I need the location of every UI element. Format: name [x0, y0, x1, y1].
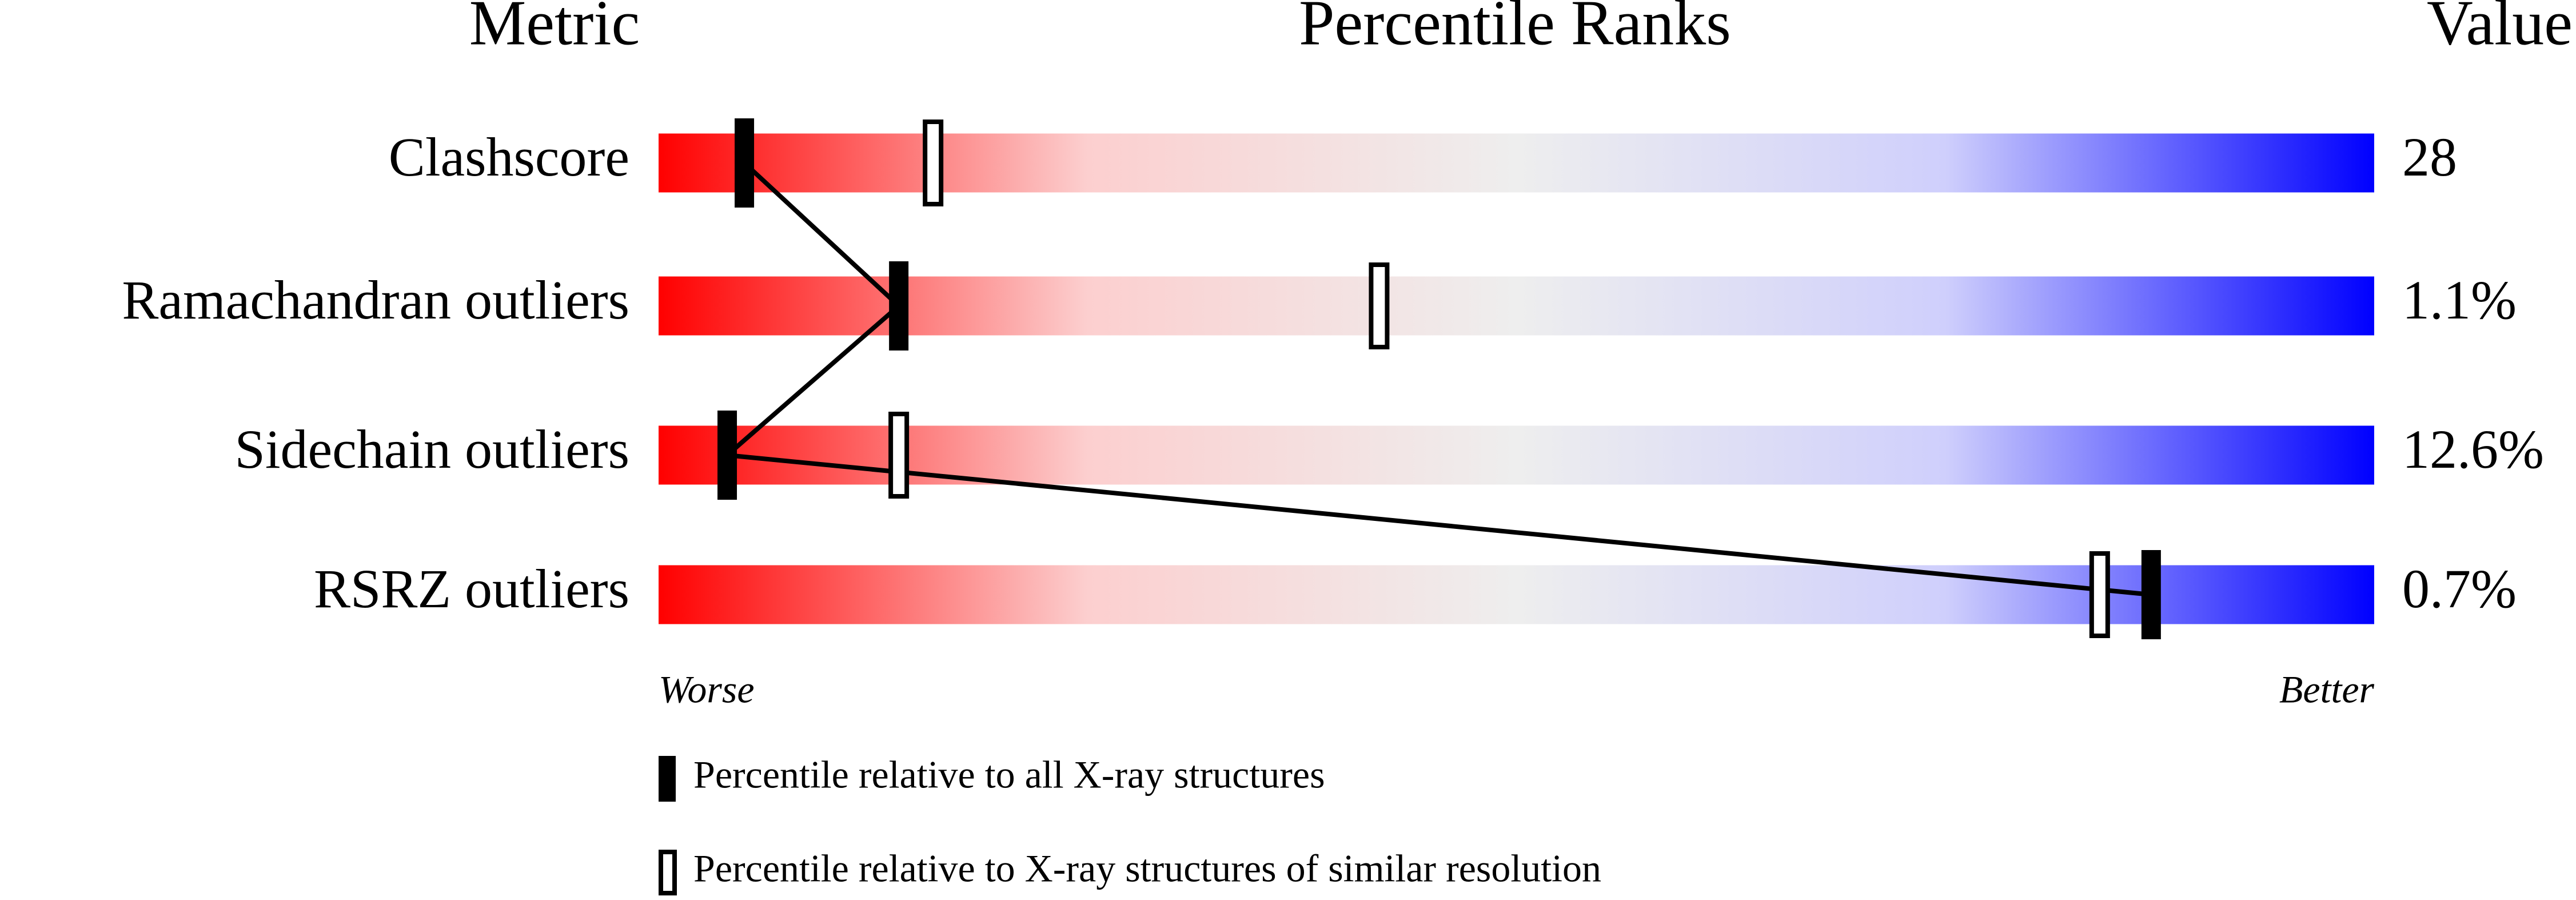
- metric-value: 0.7%: [2402, 558, 2517, 619]
- connector-line: [721, 161, 2152, 597]
- better-label: Better: [2279, 668, 2375, 711]
- percentile-marker: [2141, 550, 2161, 639]
- rank-bar: [659, 565, 2374, 624]
- percentile-header: Percentile Ranks: [1299, 0, 1731, 59]
- metric-label: Sidechain outliers: [234, 419, 629, 480]
- metric-label: Clashscore: [389, 126, 629, 188]
- percentile-marker-open: [1369, 262, 1390, 349]
- metric-header: Metric: [469, 0, 640, 59]
- legend-swatch: [659, 850, 677, 895]
- legend-label: Percentile relative to all X-ray structu…: [693, 753, 1325, 797]
- percentile-marker-open: [923, 120, 944, 206]
- worse-label: Worse: [659, 668, 755, 711]
- legend-swatch: [659, 756, 676, 802]
- percentile-marker-open: [2089, 551, 2110, 638]
- legend-label: Percentile relative to X-ray structures …: [693, 847, 1601, 890]
- rank-bar: [659, 276, 2374, 336]
- metric-label: RSRZ outliers: [314, 558, 629, 619]
- metric-value: 1.1%: [2402, 269, 2517, 330]
- metric-value: 28: [2402, 126, 2457, 188]
- metric-label: Ramachandran outliers: [122, 269, 629, 330]
- percentile-marker: [889, 261, 909, 351]
- percentile-marker: [735, 118, 755, 208]
- metric-value: 12.6%: [2402, 419, 2544, 480]
- value-header: Value: [2427, 0, 2573, 59]
- percentile-marker: [717, 411, 737, 500]
- percentile-marker-open: [888, 412, 910, 499]
- rank-bar: [659, 133, 2374, 193]
